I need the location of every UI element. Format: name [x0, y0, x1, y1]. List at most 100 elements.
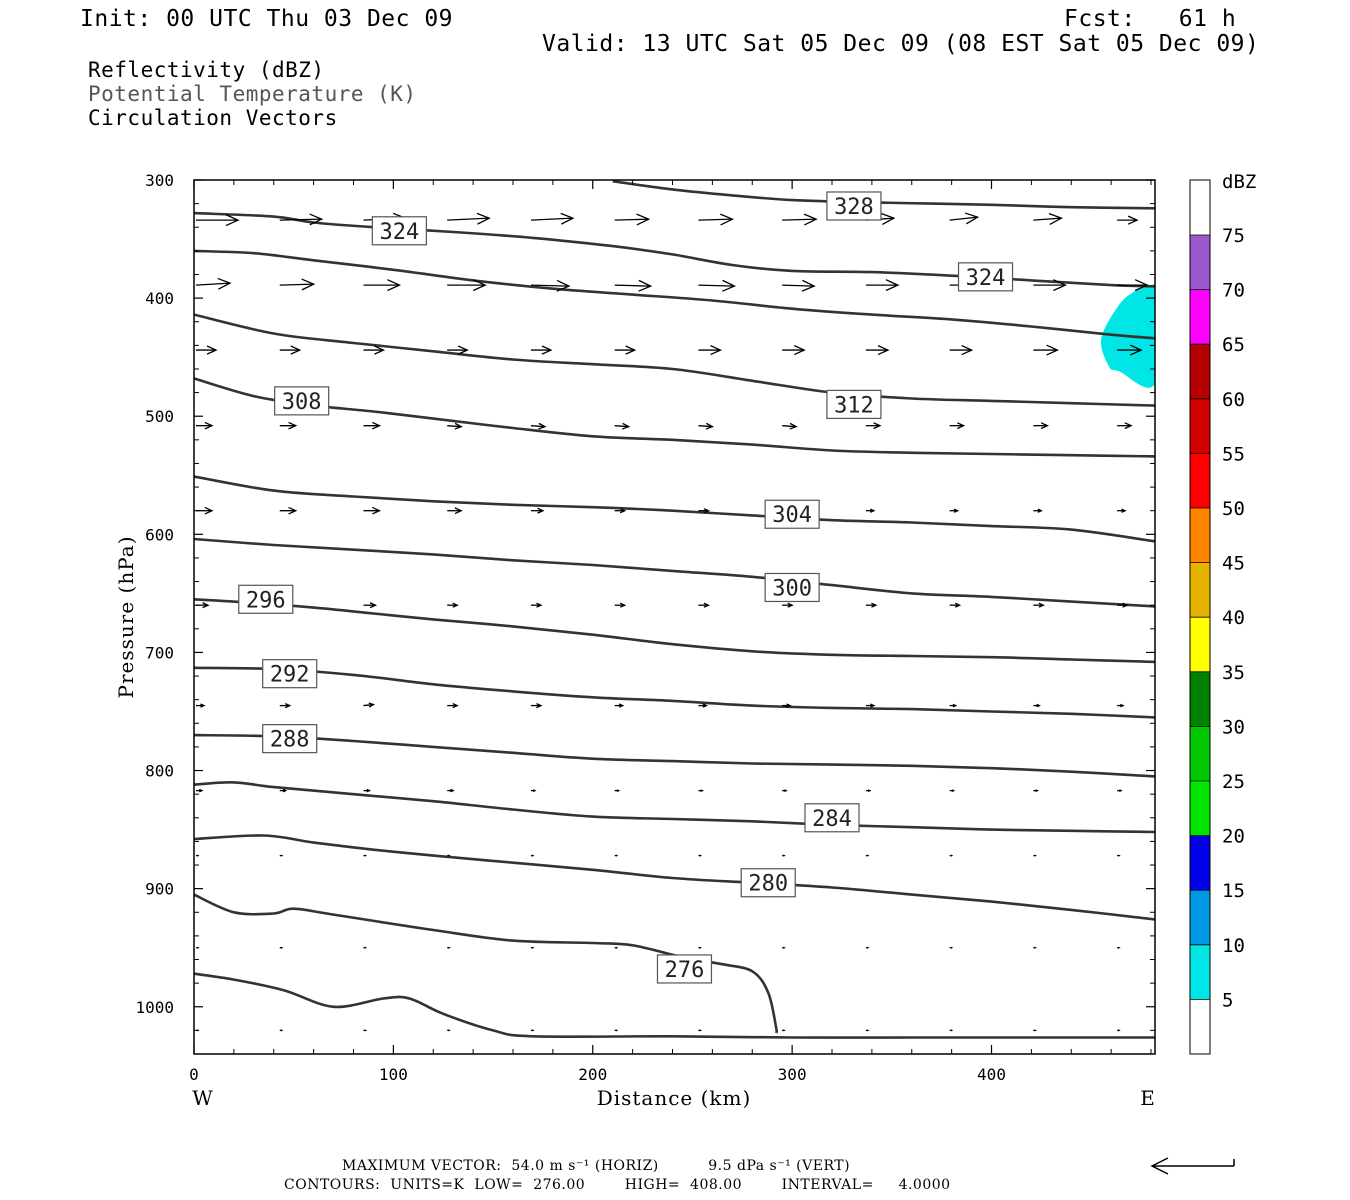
circulation-vector — [530, 212, 575, 225]
circulation-vector — [447, 507, 463, 515]
circulation-vector — [1117, 1029, 1121, 1032]
colorbar-tick-label: 20 — [1222, 826, 1245, 848]
circulation-vector — [865, 946, 870, 949]
circulation-vector — [447, 788, 455, 793]
contour-label-box — [262, 724, 318, 754]
contour-label: 296 — [238, 584, 294, 614]
circulation-vector — [363, 602, 378, 609]
circulation-vector — [865, 602, 878, 608]
circulation-vector — [782, 789, 788, 793]
circulation-vector — [447, 279, 487, 292]
circulation-vector — [1117, 508, 1127, 513]
colorbar-swatch — [1190, 617, 1210, 672]
contour-label-box — [262, 659, 318, 689]
circulation-vector — [614, 602, 627, 608]
circulation-vector — [530, 422, 547, 430]
circulation-vector — [614, 508, 627, 514]
plot-frame — [193, 179, 1156, 1055]
circulation-vector — [279, 278, 316, 291]
circulation-vector — [279, 1029, 284, 1032]
circulation-vector — [614, 1029, 619, 1032]
circulation-vector — [1117, 279, 1149, 292]
forecast-hour: Fcst: 61 h — [1064, 6, 1237, 32]
circulation-vector — [698, 703, 709, 708]
contour-line-312 — [194, 377, 1155, 458]
circulation-vector — [530, 702, 543, 709]
x-end-label-west: W — [192, 1086, 214, 1110]
circulation-vector — [530, 946, 535, 949]
circulation-vector — [698, 279, 737, 292]
circulation-vector — [1033, 946, 1037, 949]
circulation-vector — [698, 946, 703, 949]
contour-label: 280 — [740, 868, 796, 898]
y-tick-label: 1000 — [135, 998, 174, 1017]
colorbar-swatch — [1190, 289, 1210, 345]
contour-label-box — [826, 389, 882, 420]
circulation-vector — [698, 789, 705, 793]
circulation-vector — [1033, 508, 1043, 513]
contour-label-box — [238, 584, 294, 614]
contours-note: CONTOURS: UNITS=K LOW= 276.00 HIGH= 408.… — [284, 1177, 951, 1193]
contour-label-box — [371, 216, 427, 246]
circulation-vector — [530, 854, 535, 857]
y-tick-label: 300 — [145, 171, 174, 190]
colorbar-swatch — [1190, 235, 1210, 290]
contour-label: 288 — [262, 724, 318, 754]
field-potential-temperature: Potential Temperature (K) — [88, 82, 417, 106]
circulation-vector — [196, 421, 214, 430]
contour-line-300 — [194, 598, 1155, 664]
circulation-vector — [279, 421, 298, 430]
circulation-vector — [698, 422, 715, 430]
circulation-vector — [279, 506, 298, 515]
vector-layer — [195, 212, 1149, 1032]
field-reflectivity: Reflectivity (dBZ) — [88, 58, 325, 82]
contour-label: 324 — [371, 216, 427, 246]
contour-line-308 — [194, 475, 1155, 543]
reference-vector — [1150, 1157, 1235, 1175]
circulation-vector — [614, 213, 651, 226]
circulation-vector — [363, 854, 368, 857]
x-tick-label: 200 — [578, 1065, 607, 1084]
contour-label: 292 — [262, 659, 318, 689]
contour-line-292 — [194, 733, 1155, 778]
y-tick-label: 700 — [145, 643, 174, 662]
y-tick-label: 800 — [145, 762, 174, 781]
circulation-vector — [949, 345, 974, 356]
colorbar-tick-label: 65 — [1222, 334, 1245, 356]
circulation-vector — [782, 422, 798, 430]
circulation-vector — [865, 703, 876, 708]
circulation-vector — [530, 507, 545, 514]
circulation-vector — [363, 279, 402, 292]
x-tick-label: 0 — [189, 1065, 199, 1084]
circulation-vector — [782, 703, 792, 708]
circulation-vector — [1033, 279, 1067, 292]
circulation-vector — [279, 213, 324, 226]
contour-label: 328 — [826, 191, 882, 221]
contour-line-288 — [194, 781, 1155, 834]
colorbar-title: dBZ — [1222, 171, 1256, 193]
circulation-vector — [363, 702, 376, 708]
colorbar-tick-label: 5 — [1222, 989, 1233, 1011]
circulation-vector — [614, 946, 619, 949]
contour-line-304 — [194, 537, 1155, 608]
circulation-vector — [614, 854, 619, 857]
circulation-vector — [865, 422, 882, 430]
circulation-vector — [865, 789, 872, 793]
contour-label-text: 284 — [812, 807, 852, 832]
colorbar-swatch — [1190, 562, 1210, 618]
y-axis-label: Pressure (hPa) — [114, 536, 138, 699]
init-time: Init: 00 UTC Thu 03 Dec 09 — [80, 6, 454, 32]
circulation-vector — [782, 213, 818, 226]
circulation-vector — [782, 345, 806, 356]
circulation-vector — [530, 345, 553, 355]
colorbar: 5 10 15 20 25 30 35 40 45 50 55 60 65 70 75 — [1189, 179, 1245, 1055]
circulation-vector — [196, 854, 200, 857]
circulation-vector — [782, 279, 816, 292]
contour-label-text: 296 — [246, 588, 286, 613]
circulation-vector — [1033, 344, 1059, 356]
circulation-vector — [949, 789, 956, 793]
circulation-vector — [447, 1029, 451, 1032]
contour-label-box — [740, 868, 796, 898]
circulation-vector — [1033, 422, 1049, 430]
circulation-vector — [949, 703, 958, 708]
